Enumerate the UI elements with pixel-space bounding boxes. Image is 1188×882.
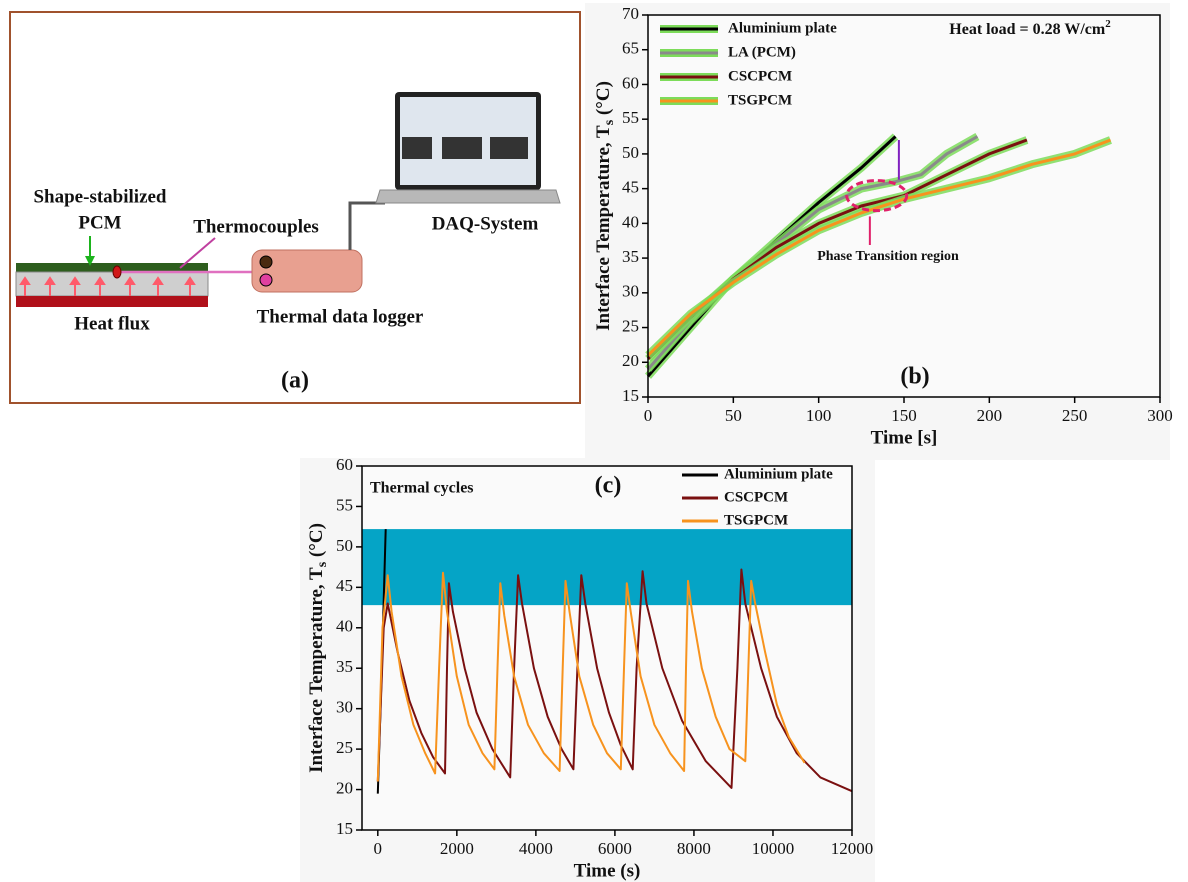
panel-frame: [9, 11, 581, 404]
logger-port: [259, 255, 273, 269]
laptop-base: [375, 189, 561, 204]
pcm-layer: [16, 263, 208, 272]
y-tick-label: 25: [336, 738, 353, 757]
y-tick-label: 30: [336, 698, 353, 717]
y-tick-label: 70: [622, 4, 639, 23]
y-tick-label: 50: [336, 536, 353, 555]
y-tick-label: 45: [622, 178, 639, 197]
annotation: Thermal cycles: [370, 480, 474, 497]
panel-a: Shape-stabilized PCM Thermocouples DAQ-S…: [9, 11, 581, 404]
y-tick-label: 45: [336, 576, 353, 595]
axes-frame: [361, 465, 853, 831]
y-axis-title-part: Interface Temperature, T: [593, 125, 614, 331]
panel-c: 0 2000 4000 6000 8000 10000 12000 15 20 25 30 35 40 4…: [306, 455, 873, 881]
band: [362, 529, 852, 606]
x-tick-label: 6000: [598, 839, 632, 858]
y-tick-label: 25: [622, 316, 639, 335]
panel-label: (c): [595, 473, 622, 499]
y-tick-label: 35: [622, 247, 639, 266]
panel-label: (b): [900, 364, 929, 390]
legend-label: Aluminium plate: [728, 20, 837, 36]
region-label: Phase Transition region: [817, 249, 959, 264]
legend-label: Aluminium plate: [724, 466, 833, 482]
heat-arrows: [19, 276, 196, 296]
x-tick-label: 100: [806, 406, 832, 425]
screen-window: [402, 137, 432, 159]
diagram-label: DAQ-System: [432, 213, 539, 234]
diagram-label: Heat flux: [74, 313, 150, 334]
y-tick-label: 40: [336, 617, 353, 636]
annotation-part: Heat load = 0.28 W/cm: [949, 21, 1106, 38]
y-tick-label: 50: [622, 143, 639, 162]
region-outline: [845, 179, 909, 213]
annotation-sup: 2: [1105, 18, 1111, 30]
x-tick-label: 8000: [677, 839, 711, 858]
y-tick-label: 15: [622, 386, 639, 405]
x-tick-label: 2000: [440, 839, 474, 858]
y-axis-title: Interface Temperature, Ts (°C): [593, 81, 617, 331]
plot-area: [362, 466, 852, 830]
screen-window: [490, 137, 528, 159]
x-tick-label: 150: [891, 406, 917, 425]
diagram-label: Shape-stabilized: [33, 186, 166, 207]
y-tick-label: 65: [622, 39, 639, 58]
x-tick-label: 200: [977, 406, 1003, 425]
legend-label: TSGPCM: [728, 92, 792, 108]
plot-area: [648, 15, 1160, 397]
annotation: Heat load = 0.28 W/cm2: [949, 18, 1111, 38]
diagram-label: Thermal data logger: [257, 306, 424, 327]
legend-label: CSCPCM: [724, 489, 788, 505]
y-tick-label: 60: [622, 73, 639, 92]
series-line: [376, 571, 806, 782]
x-tick-label: 10000: [752, 839, 795, 858]
usb-cable: [348, 201, 385, 250]
series-line: [646, 138, 1112, 357]
data-logger: [251, 249, 363, 293]
y-tick-label: 35: [336, 657, 353, 676]
screen-window: [442, 137, 482, 159]
y-tick-label: 60: [336, 455, 353, 474]
y-axis-title-part: Interface Temperature, T: [306, 567, 327, 773]
x-tick-label: 300: [1147, 406, 1173, 425]
x-tick-label: 4000: [519, 839, 553, 858]
diagram-label: Thermocouples: [193, 216, 319, 237]
x-tick-label: 0: [644, 406, 653, 425]
y-axis-title-sub: s: [602, 119, 617, 125]
y-tick-label: 20: [622, 351, 639, 370]
panel-b: 0 50 100 150 200 250 300 15 20 25 30 35 40 45 50 55 60 65…: [593, 4, 1172, 448]
y-axis-title-sub: s: [315, 561, 330, 567]
heater-layer: [16, 296, 208, 307]
series-line: [376, 568, 853, 793]
x-axis-title: Time (s): [574, 860, 641, 881]
thermocouple-pointer: [179, 237, 216, 269]
x-axis-title: Time [s]: [871, 427, 938, 448]
y-tick-label: 30: [622, 282, 639, 301]
y-axis-title: Interface Temperature, Ts (°C): [306, 523, 330, 773]
y-tick-label: 55: [622, 108, 639, 127]
y-tick-label: 40: [622, 212, 639, 231]
x-tick-label: 50: [725, 406, 742, 425]
logger-port: [259, 273, 273, 287]
legend-label: LA (PCM): [728, 44, 796, 60]
legend-label: CSCPCM: [728, 68, 792, 84]
y-tick-label: 20: [336, 778, 353, 797]
x-tick-label: 250: [1062, 406, 1088, 425]
x-tick-label: 0: [374, 839, 383, 858]
y-axis-title-part: (°C): [306, 523, 327, 562]
y-axis-title-part: (°C): [593, 81, 614, 120]
y-tick-label: 15: [336, 819, 353, 838]
diagram-label: PCM: [78, 212, 121, 233]
panel-label: (a): [281, 368, 309, 394]
y-tick-label: 55: [336, 495, 353, 514]
legend-label: TSGPCM: [724, 512, 788, 528]
x-tick-label: 12000: [831, 839, 874, 858]
thermocouple: [112, 265, 122, 279]
pcm-pointer-head: [85, 256, 95, 266]
